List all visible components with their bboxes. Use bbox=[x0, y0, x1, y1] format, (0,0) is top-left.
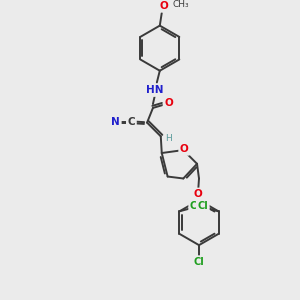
Text: HN: HN bbox=[146, 85, 164, 95]
Text: Cl: Cl bbox=[190, 201, 200, 212]
Text: O: O bbox=[164, 98, 173, 108]
Text: O: O bbox=[194, 189, 202, 199]
Text: H: H bbox=[165, 134, 171, 143]
Text: Cl: Cl bbox=[194, 257, 204, 267]
Text: C: C bbox=[128, 117, 135, 127]
Text: O: O bbox=[159, 1, 168, 11]
Text: N: N bbox=[111, 117, 120, 127]
Text: O: O bbox=[180, 144, 189, 154]
Text: Cl: Cl bbox=[197, 201, 208, 212]
Text: CH₃: CH₃ bbox=[172, 0, 189, 9]
